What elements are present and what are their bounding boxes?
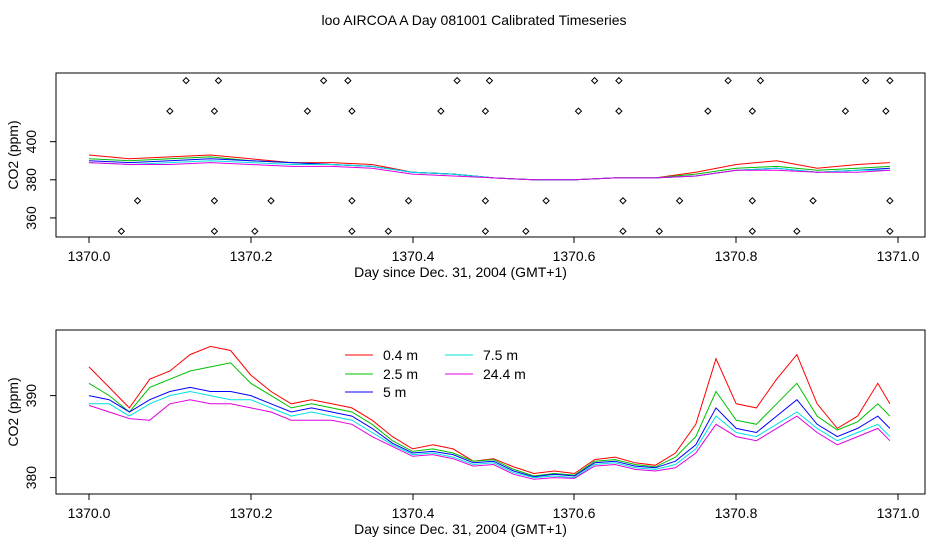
diamond-marker	[793, 227, 801, 235]
diamond-marker	[886, 76, 894, 85]
x-tick-label: 1371.0	[877, 505, 920, 521]
diamond-marker	[675, 197, 684, 205]
diamond-marker	[615, 107, 623, 115]
legend-label: 2.5 m	[383, 366, 418, 382]
diamond-marker	[404, 197, 413, 205]
y-axis-label: CO2 (ppm)	[5, 120, 21, 189]
diamond-marker	[344, 76, 352, 85]
x-tick-label: 1370.2	[230, 505, 273, 521]
series-line-3	[88, 158, 890, 181]
diamond-marker	[841, 107, 850, 115]
diamond-marker	[756, 76, 765, 85]
diamond-marker	[809, 197, 817, 205]
y-tick-label: 400	[23, 130, 39, 154]
diamond-marker	[748, 227, 757, 235]
y-axis-label: CO2 (ppm)	[5, 377, 21, 446]
diamond-marker	[748, 197, 757, 205]
diamond-marker	[861, 76, 870, 85]
x-tick-label: 1370.8	[715, 505, 758, 521]
diamond-marker	[182, 76, 190, 85]
diamond-marker	[886, 197, 894, 205]
x-tick-label: 1370.8	[715, 248, 758, 264]
plot-frame	[55, 72, 926, 238]
diamond-marker	[590, 76, 599, 85]
x-tick-label: 1370.0	[68, 248, 111, 264]
series-line-1	[88, 345, 891, 475]
diamond-marker	[882, 107, 890, 115]
diamond-marker	[574, 107, 583, 115]
series-line-4	[89, 390, 891, 479]
timeseries-panel-markers: 1370.0 1370.2 1370.4 1370.6 1370.8 1371.0 Day …	[5, 72, 926, 280]
diamond-marker	[210, 227, 219, 235]
diamond-marker	[481, 107, 490, 115]
diamond-marker	[348, 227, 356, 235]
diamond-marker	[542, 197, 550, 205]
diamond-marker	[303, 107, 312, 115]
diamond-marker	[615, 76, 623, 85]
diamond-marker	[481, 227, 490, 235]
legend-label: 7.5 m	[483, 347, 518, 363]
diamond-marker	[619, 227, 627, 235]
diamond-marker	[724, 76, 732, 85]
series-line-5	[88, 162, 890, 181]
legend-label: 5 m	[383, 384, 406, 400]
diamond-marker	[704, 107, 712, 115]
diamond-marker	[655, 227, 664, 235]
x-axis-label: Day since Dec. 31, 2004 (GMT+1)	[354, 521, 567, 537]
diamond-marker	[251, 227, 259, 235]
figure-title: loo AIRCOA A Day 081001 Calibrated Times…	[321, 12, 626, 28]
diamond-marker	[117, 227, 126, 235]
legend-label: 24.4 m	[483, 366, 526, 382]
x-tick-label: 1371.0	[877, 248, 920, 264]
plot-frame	[55, 329, 926, 495]
diamond-marker	[453, 76, 461, 85]
y-tick-label: 380	[23, 168, 39, 192]
series-line-3	[88, 386, 891, 478]
x-tick-label: 1370.4	[392, 248, 435, 264]
x-tick-label: 1370.6	[553, 248, 596, 264]
diamond-marker	[384, 227, 393, 235]
x-axis-label: Day since Dec. 31, 2004 (GMT+1)	[354, 264, 567, 280]
y-tick-label: 390	[23, 384, 39, 408]
x-tick-label: 1370.2	[230, 248, 273, 264]
diamond-marker	[319, 76, 328, 85]
timeseries-panel-profiles: 1370.0 1370.2 1370.4 1370.6 1370.8 1371.0 Day …	[5, 329, 926, 537]
diamond-marker	[437, 107, 445, 115]
diamond-marker	[166, 107, 174, 115]
diamond-marker	[214, 76, 223, 85]
x-tick-label: 1370.0	[68, 505, 111, 521]
diamond-marker	[210, 107, 219, 115]
diamond-marker	[348, 197, 356, 205]
series-line-5	[88, 399, 891, 480]
diamond-marker	[348, 107, 356, 115]
diamond-marker	[133, 197, 142, 205]
diamond-marker	[886, 227, 894, 235]
y-tick-label: 360	[23, 206, 39, 230]
series-line-2	[88, 362, 891, 477]
diamond-marker	[267, 197, 275, 205]
diamond-marker	[619, 197, 627, 205]
y-tick-label: 380	[23, 466, 39, 490]
diamond-marker	[522, 227, 530, 235]
x-tick-label: 1370.4	[392, 505, 435, 521]
diamond-marker	[485, 76, 494, 85]
diamond-marker	[210, 197, 219, 205]
legend-label: 0.4 m	[383, 347, 418, 363]
x-tick-label: 1370.6	[553, 505, 596, 521]
diamond-marker	[748, 107, 757, 115]
diamond-marker	[481, 197, 490, 205]
